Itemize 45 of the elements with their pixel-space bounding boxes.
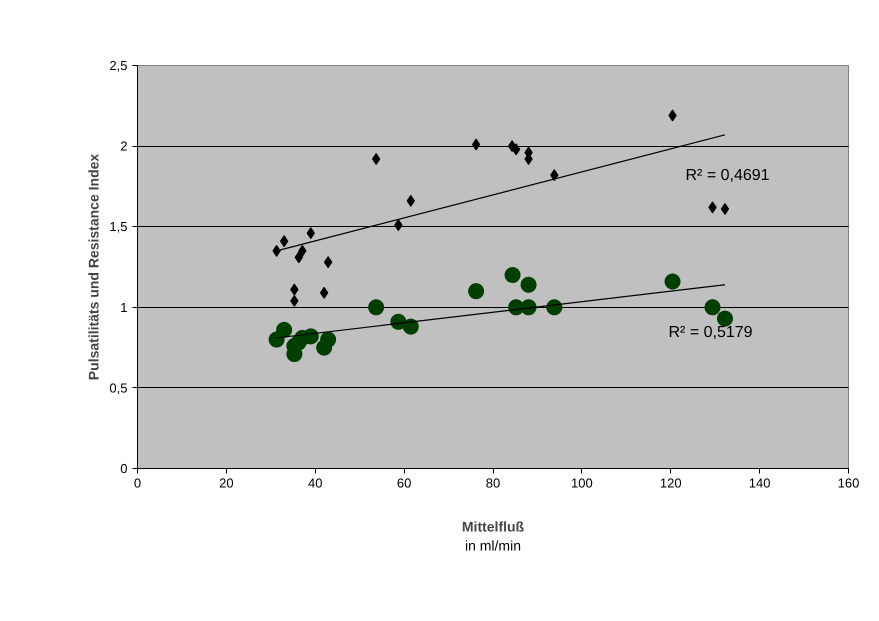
point <box>320 286 328 299</box>
point <box>372 152 380 165</box>
x-tick-label: 160 <box>838 476 860 490</box>
annotation: R² = 0,5179 <box>668 324 753 341</box>
point <box>276 322 292 338</box>
x-tick-label: 0 <box>134 476 142 490</box>
point <box>472 138 480 150</box>
x-tick-label: 80 <box>486 476 500 490</box>
point <box>290 294 299 307</box>
x-tick-label: 140 <box>748 476 770 490</box>
point <box>298 244 307 257</box>
annotation: R² = 0,4691 <box>686 167 770 184</box>
x-tick-label: 120 <box>660 476 682 490</box>
y-tick-label: 0,5 <box>109 380 128 396</box>
y-tick-label: 2,5 <box>109 58 128 73</box>
point <box>716 310 733 327</box>
point <box>708 201 717 214</box>
point <box>368 299 384 316</box>
point <box>394 219 403 232</box>
point <box>468 283 484 300</box>
point <box>272 244 281 257</box>
point <box>290 284 299 296</box>
point <box>324 256 332 268</box>
x-tick-label: 40 <box>308 476 322 490</box>
y-tick-label: 1,5 <box>109 219 128 234</box>
x-tick-label: 100 <box>571 476 593 490</box>
text: in ml/min <box>464 538 522 554</box>
y-tick-label: 2 <box>120 138 128 154</box>
point <box>320 332 336 348</box>
point <box>402 318 419 335</box>
point <box>512 143 520 156</box>
x-tick-label: 60 <box>396 476 412 490</box>
x-tick-label: 20 <box>219 476 234 490</box>
point <box>720 202 730 215</box>
x-axis-title: Mittelfluß <box>462 518 525 534</box>
point <box>520 276 537 293</box>
point <box>280 235 288 248</box>
y-tick-label: 0 <box>120 461 128 476</box>
point <box>664 274 681 290</box>
point <box>546 299 562 316</box>
point <box>704 299 721 316</box>
y-tick-label: 1 <box>120 300 128 315</box>
point <box>668 109 677 122</box>
point <box>504 267 521 284</box>
y-axis-title: Pulsatilitäts und Resistance Index <box>85 154 102 380</box>
